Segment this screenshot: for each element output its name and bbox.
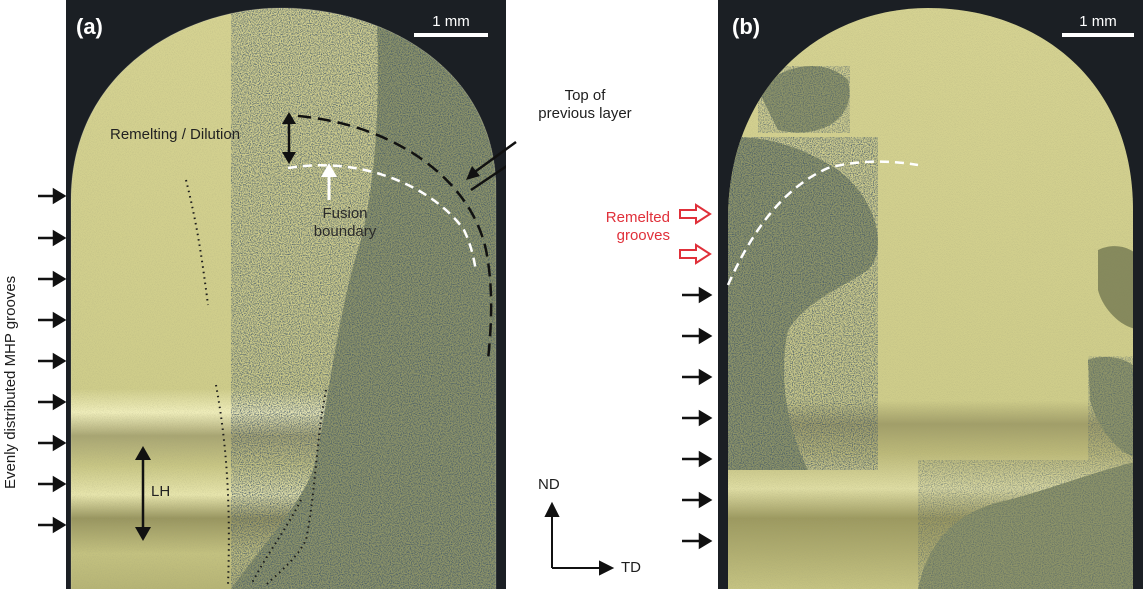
remelted-grooves-line1: Remelted	[605, 209, 670, 226]
evenly-distributed-grooves-label: Evenly distributed MHP grooves	[2, 275, 19, 489]
remelted-grooves-line2: grooves	[616, 227, 670, 244]
fusion-boundary-label-line1: Fusion	[322, 205, 368, 222]
remelted-grooves-label: Remelted grooves	[586, 209, 670, 245]
previous-layer-pointer	[466, 140, 517, 180]
panel-a-label: (a)	[76, 14, 103, 39]
micrograph-a-image	[66, 0, 506, 589]
fusion-boundary-label-line2: boundary	[313, 223, 377, 240]
micrograph-panel-b: (b) 1 mm	[718, 0, 1143, 589]
scale-bar-b-line	[1062, 33, 1134, 37]
micrograph-panel-a: (a) 1 mm	[66, 0, 506, 589]
top-of-previous-layer-line2: previous layer	[538, 105, 632, 122]
scale-bar-a: 1 mm	[414, 14, 488, 37]
groove-arrows-b	[682, 286, 713, 550]
top-of-previous-layer-line1: Top of	[564, 87, 606, 104]
nd-axis-label: ND	[538, 476, 560, 493]
top-of-previous-layer-label: Top of previous layer	[516, 87, 654, 123]
remelting-dilution-label: Remelting / Dilution	[110, 126, 241, 143]
fusion-boundary-label: Fusion boundary	[290, 205, 400, 241]
td-axis-label: TD	[621, 559, 641, 576]
red-remelted-arrows	[679, 203, 712, 265]
nd-td-axes	[544, 501, 615, 576]
panel-b-label: (b)	[732, 14, 761, 39]
groove-arrows-a	[38, 187, 66, 534]
micrograph-b-image	[718, 0, 1143, 589]
layer-height-label: LH	[151, 483, 171, 500]
scale-bar-a-text: 1 mm	[432, 13, 470, 30]
scale-bar-b-text: 1 mm	[1079, 13, 1117, 30]
scale-bar-b: 1 mm	[1062, 14, 1134, 37]
scale-bar-a-line	[414, 33, 488, 37]
